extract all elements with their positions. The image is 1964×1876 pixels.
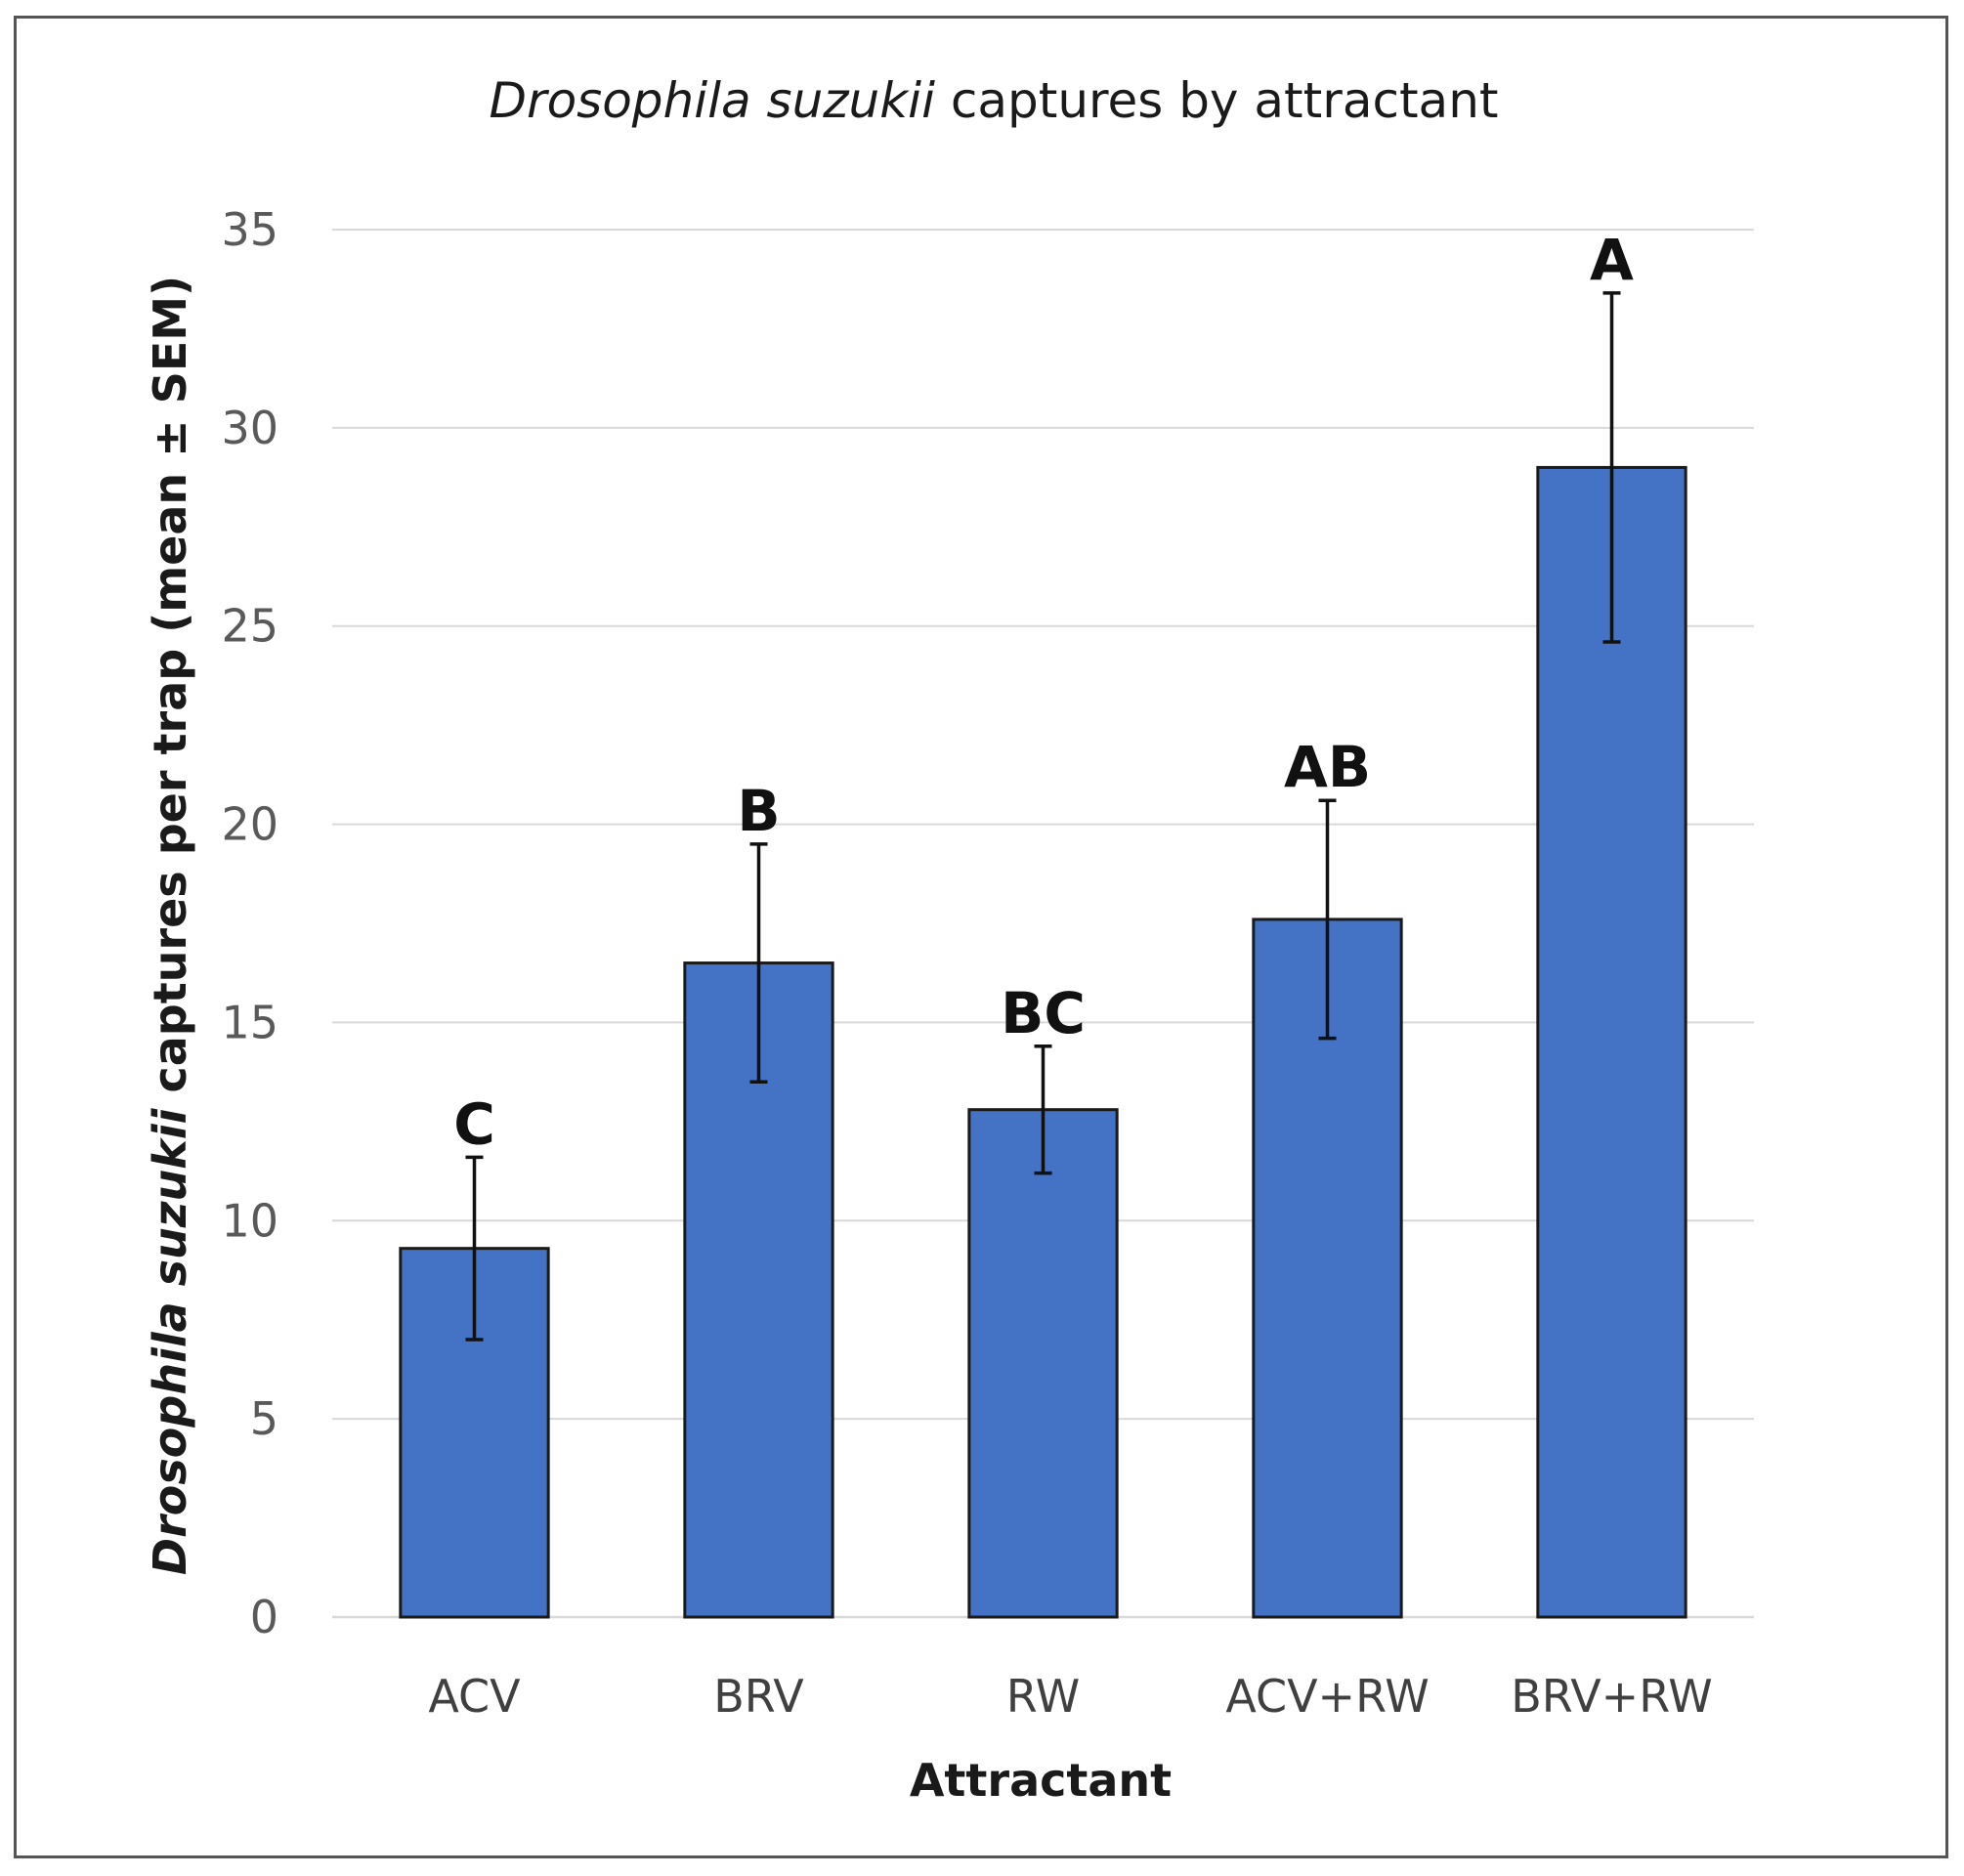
- x-tick-label-acv: ACV: [428, 1670, 521, 1723]
- y-tick-label-15: 15: [221, 996, 278, 1048]
- y-tick-label-20: 20: [221, 798, 278, 851]
- significance-letters: C B BC AB A: [453, 227, 1634, 1157]
- significance-letter-acv: C: [453, 1090, 495, 1157]
- error-bars: [465, 291, 1621, 1342]
- y-tick-label-25: 25: [221, 600, 278, 653]
- x-tick-label-rw: RW: [1006, 1670, 1081, 1723]
- y-axis-label-rest: captures per trap (mean ± SEM): [144, 276, 196, 1109]
- significance-letter-brv-plus-rw: A: [1590, 227, 1634, 293]
- y-tick-label-30: 30: [221, 402, 278, 454]
- bars: [399, 465, 1687, 1619]
- significance-letter-brv: B: [737, 778, 780, 844]
- y-tick-label-10: 10: [221, 1194, 278, 1247]
- x-axis-categories: ACV BRV RW ACV+RW BRV+RW: [428, 1670, 1712, 1723]
- chart-title: Drosophila suzukii captures by attractan…: [490, 72, 1499, 129]
- chart-title-rest: captures by attractant: [935, 72, 1499, 129]
- x-tick-label-acv-plus-rw: ACV+RW: [1225, 1670, 1429, 1723]
- significance-letter-acv-plus-rw: AB: [1284, 734, 1371, 800]
- y-axis-ticks: 0 5 10 15 20 25 30 35: [221, 203, 278, 1643]
- x-tick-label-brv-plus-rw: BRV+RW: [1511, 1670, 1713, 1723]
- y-axis-label-italic: Drosophila suzukii: [144, 1107, 196, 1575]
- bar-brv-plus-rw: [1536, 465, 1687, 1619]
- y-axis-label: Drosophila suzukii captures per trap (me…: [144, 276, 196, 1575]
- y-tick-label-35: 35: [221, 203, 278, 256]
- x-tick-label-brv: BRV: [713, 1670, 804, 1723]
- significance-letter-rw: BC: [1001, 980, 1086, 1046]
- bar-rw: [967, 1108, 1119, 1619]
- x-axis-label: Attractant: [910, 1754, 1172, 1807]
- y-tick-label-0: 0: [250, 1591, 278, 1643]
- y-tick-label-5: 5: [250, 1392, 278, 1445]
- chart-title-italic: Drosophila suzukii: [490, 72, 936, 129]
